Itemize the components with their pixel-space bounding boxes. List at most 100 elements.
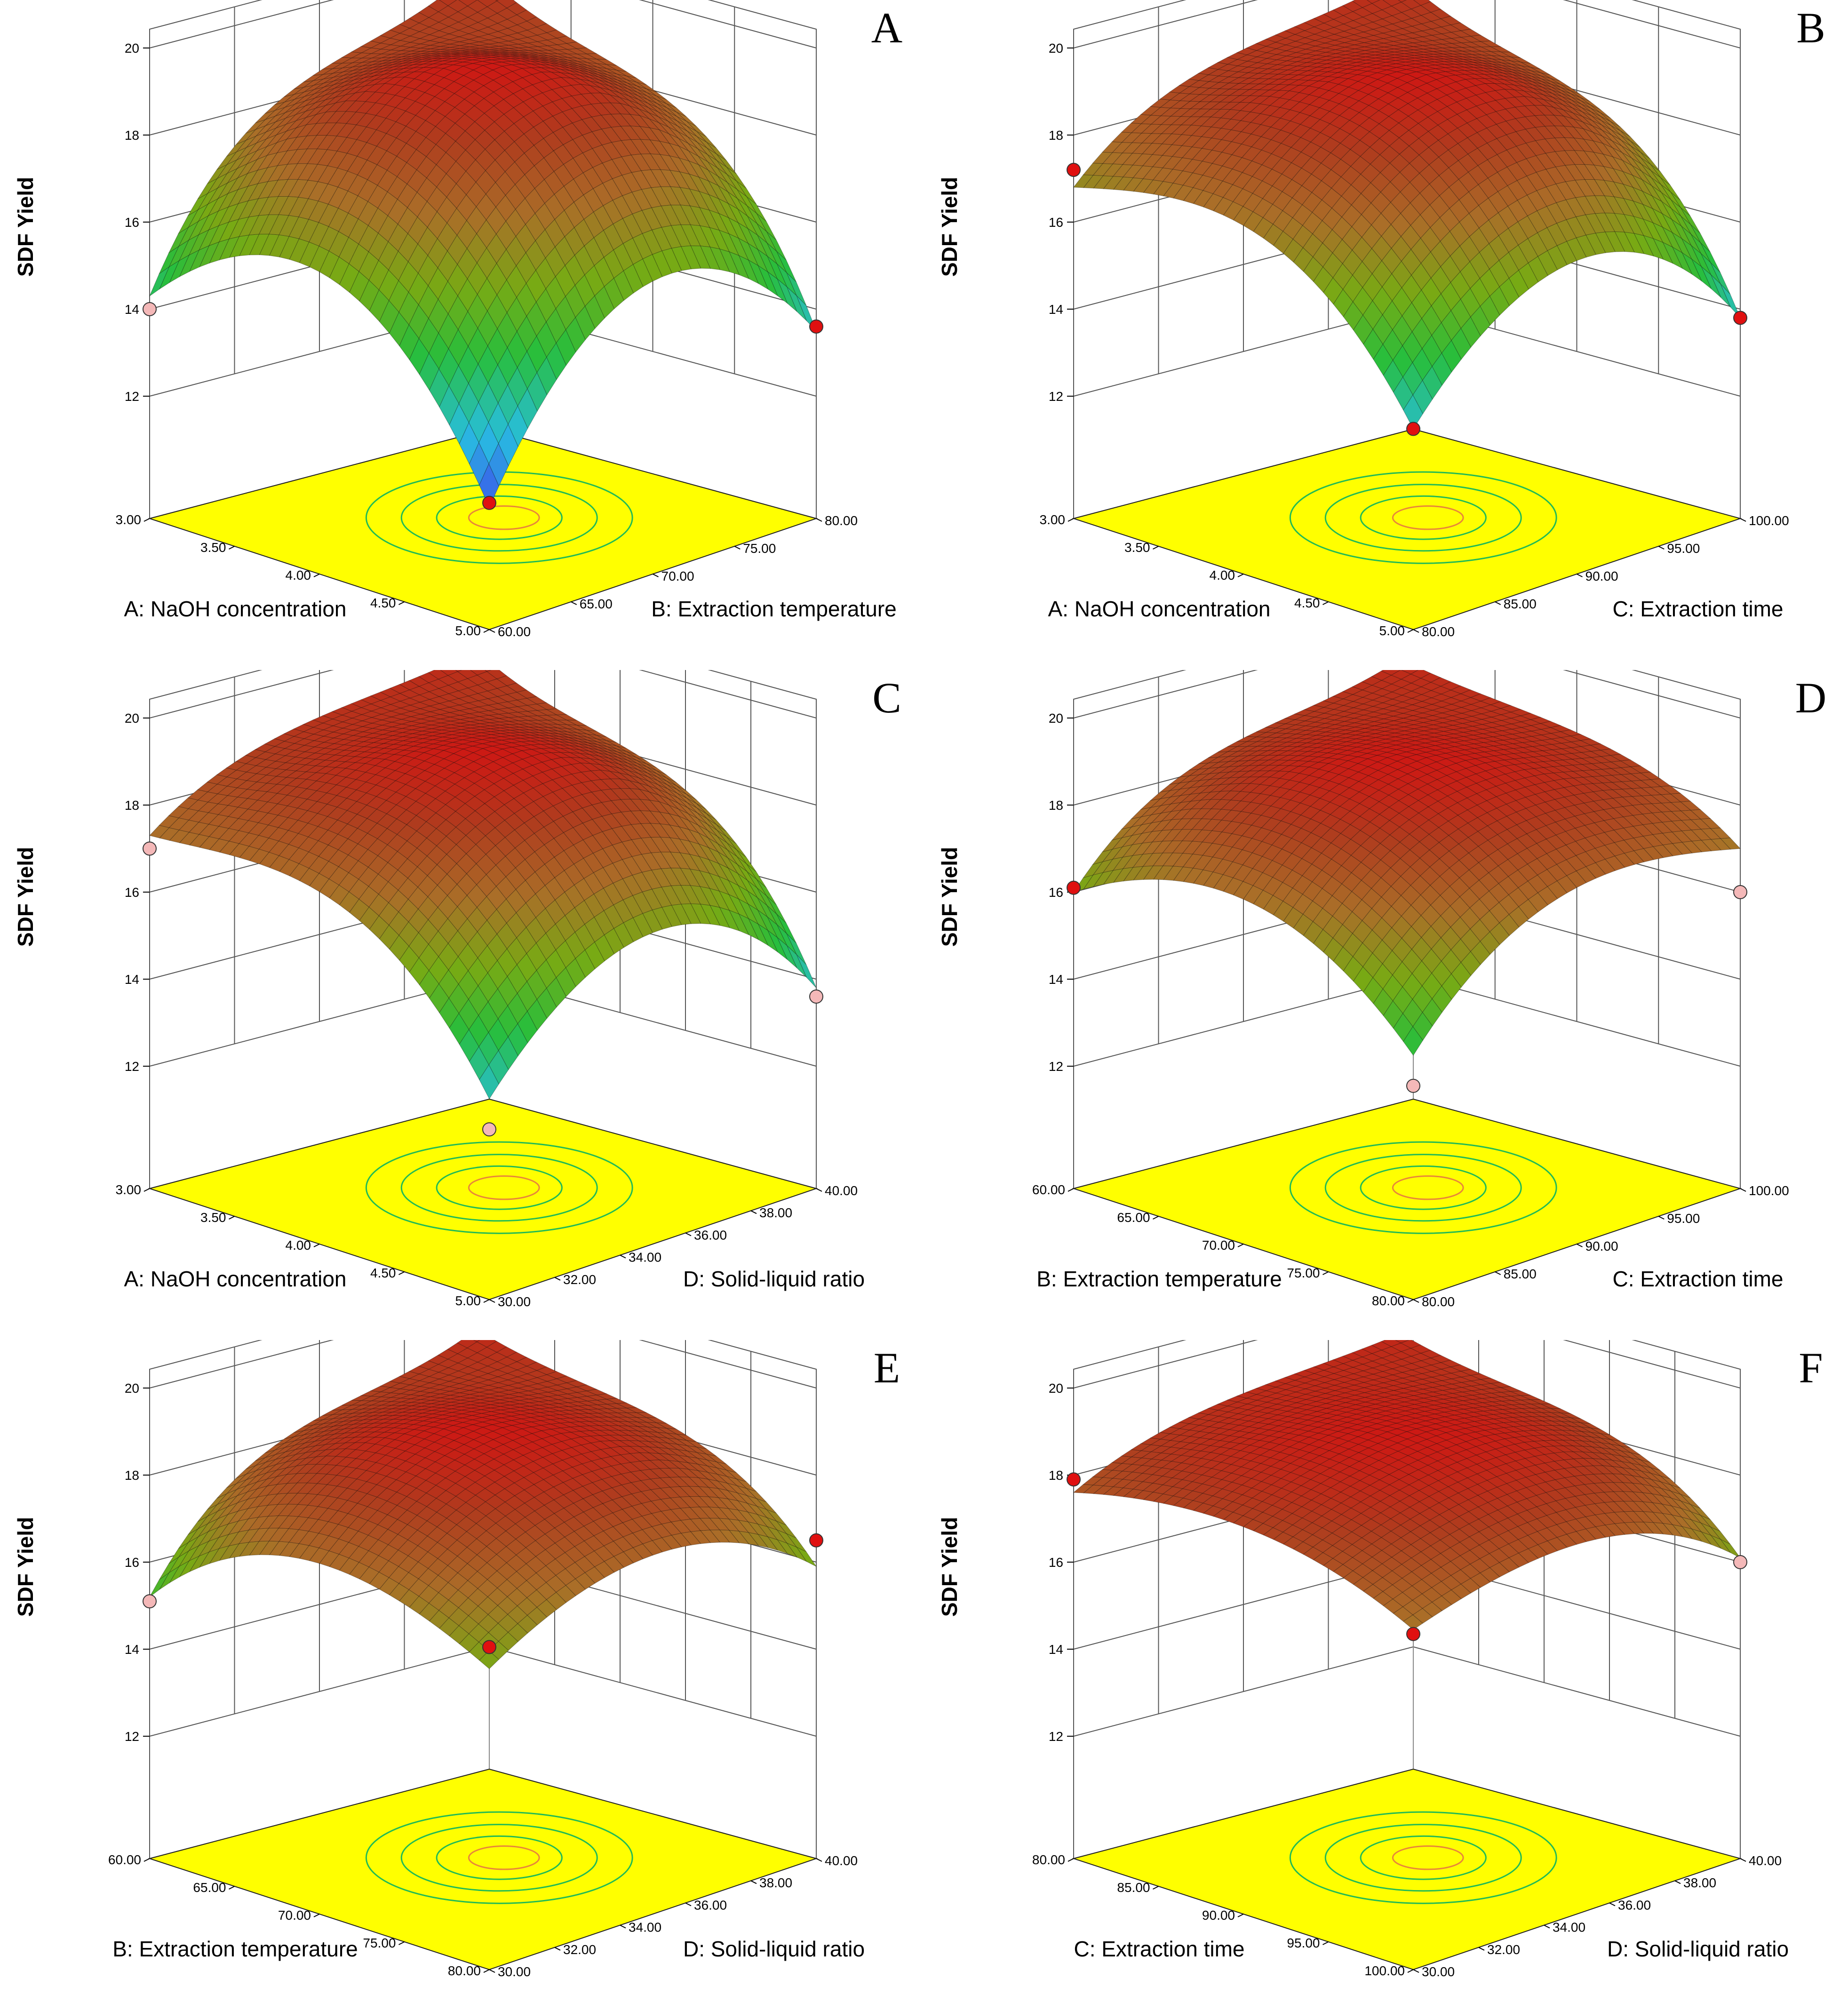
y-tick-label: 90.00 [1585, 569, 1618, 583]
surface-plot-svg: 3.003.504.004.505.00 30.0032.0034.0036.00… [13, 670, 901, 1309]
y-tick-label: 60.00 [498, 624, 531, 639]
contour-line [1360, 495, 1487, 540]
y-tick-label: 36.00 [694, 1228, 727, 1242]
contour-line [436, 495, 563, 540]
y-tick-mark [1577, 1244, 1583, 1247]
x-tick-label: 5.00 [455, 623, 481, 638]
contour-line [400, 1154, 598, 1222]
y-tick-label: 95.00 [1667, 1211, 1700, 1226]
y-tick-label: 80.00 [825, 513, 858, 528]
z-tick-label: 18 [1049, 798, 1063, 813]
z-axis-label: SDF Yield [13, 847, 38, 947]
y-tick-mark [1413, 1299, 1419, 1303]
y-axis-label: C: Extraction time [1613, 597, 1784, 621]
chart-panel-e: 60.00 65.00 70.00 75.00 80.00 30.00 32.00 34.00… [0, 1340, 924, 2010]
y-tick-mark [816, 1188, 822, 1192]
x-tick-mark [143, 1188, 150, 1192]
y-tick-mark [685, 1232, 692, 1237]
z-tick-label: 14 [1049, 302, 1063, 317]
z-tick-label: 16 [1049, 215, 1063, 230]
panel-letter: D [1795, 674, 1826, 722]
y-tick-label: 38.00 [759, 1205, 792, 1220]
contour-line [365, 1811, 633, 1904]
z-gridline [1073, 0, 1741, 48]
surface-cell [1401, 670, 1419, 675]
z-axis-label: SDF Yield [937, 177, 962, 277]
surface-plot-svg: 3.003.504.004.505.00 60.0065.0070.0075.00… [13, 0, 902, 639]
surface-cell [455, 670, 462, 672]
y-tick-mark [1495, 601, 1501, 605]
z-tick-label: 14 [1049, 972, 1063, 987]
y-tick-label: 65.00 [580, 597, 613, 611]
x-tick-label: 3.50 [200, 1210, 226, 1225]
design-point [809, 319, 823, 334]
contour-line [468, 505, 540, 530]
z-tick-label: 16 [1049, 885, 1063, 900]
y-tick-mark [653, 574, 659, 577]
z-tick-label: 18 [1049, 128, 1063, 143]
response-surface [149, 670, 817, 1100]
x-tick-label: 3.00 [1040, 512, 1066, 527]
x-axis-label: A: NaOH concentration [124, 1267, 346, 1291]
surface-cell [439, 0, 457, 6]
x-tick-mark [313, 1244, 320, 1247]
z-tick-label: 20 [125, 41, 139, 56]
y-tick-mark [1740, 518, 1746, 522]
panel-letter: A [871, 4, 902, 52]
surface-cell [1381, 670, 1401, 676]
design-point [143, 841, 157, 856]
x-tick-label: 4.00 [286, 568, 311, 583]
x-tick-label: 5.00 [1379, 623, 1405, 638]
contour-line [400, 1824, 598, 1892]
contour-line [436, 1165, 563, 1210]
contour-line [436, 1835, 563, 1880]
x-tick-label: 3.50 [1124, 540, 1150, 555]
design-point [1733, 885, 1747, 899]
y-tick-mark [1658, 1216, 1665, 1220]
surface-cell [485, 670, 492, 672]
contour-line [468, 1175, 540, 1200]
x-tick-mark [483, 629, 490, 633]
x-tick-mark [229, 1216, 235, 1220]
x-tick-mark [1407, 1299, 1414, 1303]
y-axis-label: C: Extraction time [1613, 1267, 1784, 1291]
y-tick-label: 32.00 [563, 1272, 596, 1287]
response-surface [149, 0, 817, 508]
y-tick-mark [816, 518, 822, 522]
design-point [1067, 163, 1081, 177]
z-gridline [149, 670, 817, 718]
z-tick-label: 16 [125, 215, 139, 230]
chart-panel-c: 3.00 3.50 4.00 4.50 5.00 30.00 32.00 34.00 36.00… [0, 670, 924, 1340]
x-tick-label: 4.50 [370, 596, 396, 610]
y-tick-label: 80.00 [1422, 1294, 1455, 1309]
y-tick-mark [571, 601, 577, 605]
chart-panel-a: 3.00 3.50 4.00 4.50 5.00 60.00 65.00 70.00 75.00… [0, 0, 924, 670]
x-tick-mark [483, 1299, 490, 1303]
response-surface [1073, 670, 1741, 1056]
y-tick-mark [489, 629, 495, 633]
y-tick-label: 85.00 [1504, 1267, 1537, 1281]
contour-line [1324, 484, 1522, 552]
response-surface [149, 1340, 817, 1669]
y-tick-mark [620, 1254, 626, 1259]
y-tick-label: 75.00 [743, 541, 776, 556]
surface-cell [495, 0, 499, 1]
x-tick-mark [1322, 1271, 1329, 1275]
x-axis-label: A: NaOH concentration [1048, 597, 1270, 621]
x-tick-label: 4.00 [1210, 568, 1235, 583]
z-tick-label: 12 [1049, 1059, 1063, 1074]
y-tick-label: 85.00 [1504, 597, 1537, 611]
panel-letter: B [1796, 4, 1825, 52]
y-tick-mark [1495, 1271, 1501, 1275]
contour-line [365, 1141, 633, 1234]
panel-letter: C [872, 674, 901, 722]
surface-plot-svg: 3.003.504.004.505.00 80.0085.0090.0095.00… [937, 0, 1825, 639]
x-tick-label: 65.00 [1117, 1210, 1150, 1225]
x-tick-mark [1153, 1216, 1159, 1220]
x-tick-mark [1407, 629, 1414, 633]
x-tick-mark [398, 1271, 405, 1275]
contour-line [1324, 1154, 1522, 1222]
